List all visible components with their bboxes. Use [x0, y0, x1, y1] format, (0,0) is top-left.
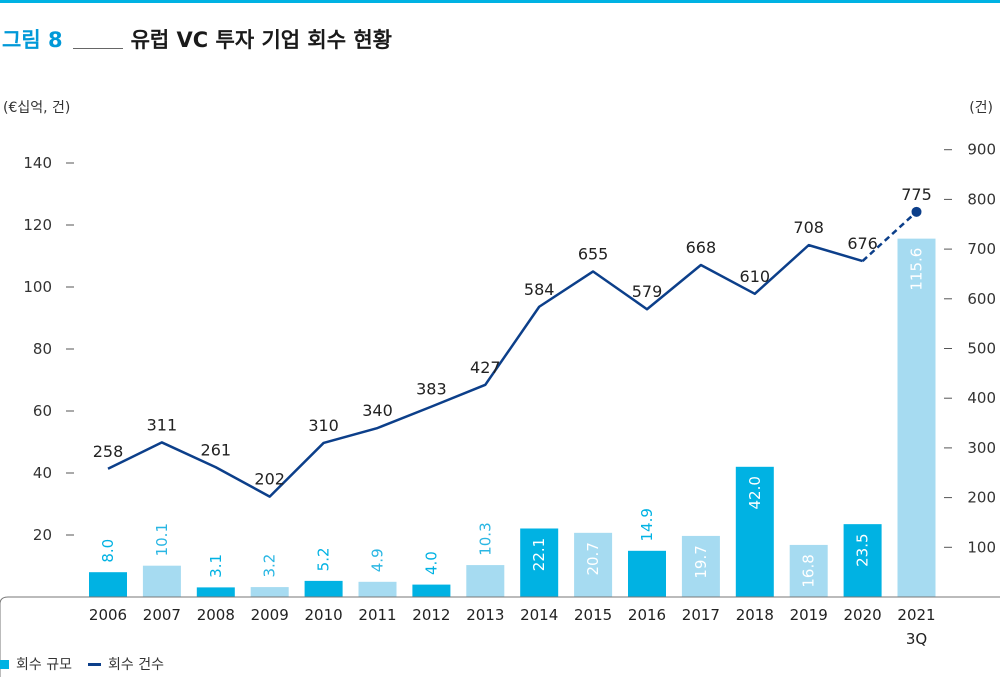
x-tick-label: 2007: [143, 606, 181, 624]
line-value-label: 310: [308, 416, 339, 435]
x-tick-label: 2020: [844, 606, 882, 624]
bar: [466, 565, 505, 597]
y-left-tick-label: 80: [33, 340, 52, 358]
bar: [574, 532, 613, 597]
bar-value-label: 10.3: [476, 522, 494, 555]
line-value-label: 258: [93, 442, 124, 461]
bar-value-label: 23.5: [854, 533, 872, 566]
legend-line-label: 회수 건수: [107, 657, 164, 673]
figure-number: 그림 8: [2, 28, 63, 52]
bar: [142, 565, 181, 597]
bar-value-label: 22.1: [530, 538, 548, 571]
x-tick-label: 2008: [197, 606, 235, 624]
y-right-tick-label: 600: [967, 290, 996, 308]
y-right-tick-label: 900: [967, 141, 996, 159]
line-value-label: 261: [201, 440, 232, 459]
x-tick-label: 2012: [412, 606, 450, 624]
bar: [304, 580, 343, 597]
y-right-axis-label: (건): [969, 100, 993, 116]
y-left-tick-label: 40: [33, 464, 52, 482]
bar-value-label: 19.7: [692, 545, 710, 578]
x-tick-label: 2021: [897, 606, 935, 624]
bar-value-label: 3.2: [261, 554, 279, 578]
y-left-tick-label: 120: [23, 216, 52, 234]
top-accent-line: [0, 0, 1000, 3]
bar-value-label: 4.0: [422, 551, 440, 575]
line-value-label: 708: [793, 218, 824, 237]
chart-legend: 회수 규모 회수 건수: [0, 654, 164, 674]
bar: [196, 587, 235, 597]
bar-value-label: 115.6: [908, 248, 926, 291]
y-right-tick-label: 500: [967, 340, 996, 358]
line-value-label: 676: [847, 234, 878, 253]
bar-value-label: 8.0: [99, 539, 117, 563]
line-value-label: 775: [901, 185, 932, 204]
bar: [358, 581, 397, 597]
line-value-label: 668: [686, 238, 717, 257]
x-tick-label: 2018: [736, 606, 774, 624]
legend-bar-swatch: [0, 659, 9, 669]
bar-value-label: 3.1: [207, 554, 225, 578]
bar: [412, 584, 451, 597]
bar: [735, 466, 774, 597]
line-series: [107, 243, 863, 498]
bar-value-label: 4.9: [369, 548, 387, 572]
line-value-label: 610: [740, 267, 771, 286]
x-tick-label: 2011: [358, 606, 396, 624]
line-value-label: 383: [416, 380, 447, 399]
line-value-label: 427: [470, 358, 501, 377]
bar-value-label: 14.9: [638, 508, 656, 541]
line-series-dashed-segment: [861, 210, 918, 262]
x-tick-label: 2016: [628, 606, 666, 624]
line-value-label: 340: [362, 401, 393, 420]
bar-value-label: 42.0: [746, 476, 764, 509]
figure-header: 그림 8 유럽 VC 투자 기업 회수 현황: [2, 24, 392, 54]
chart-frame: [0, 596, 1000, 677]
x-tick-label: 2006: [89, 606, 127, 624]
y-left-tick-label: 140: [23, 154, 52, 172]
bar: [250, 587, 289, 597]
figure-title: 유럽 VC 투자 기업 회수 현황: [130, 28, 392, 52]
x-tick-label: 2009: [251, 606, 289, 624]
line-point-marker: [911, 206, 922, 217]
bar: [897, 238, 936, 597]
bar: [628, 550, 666, 597]
bar: [520, 528, 559, 597]
line-value-label: 584: [524, 280, 555, 299]
line-value-label: 311: [147, 415, 178, 434]
x-tick-label: 2017: [682, 606, 720, 624]
y-right-tick-label: 700: [967, 240, 996, 258]
y-right-tick-label: 800: [967, 190, 996, 208]
figure-title-rule: [72, 48, 123, 49]
x-tick-label: 2010: [305, 606, 343, 624]
x-tick-label: 2019: [790, 606, 828, 624]
y-right-tick-label: 400: [967, 389, 996, 407]
y-left-tick-label: 60: [33, 402, 52, 420]
y-left-axis-label: (€십억, 건): [3, 100, 70, 116]
bar: [789, 544, 828, 597]
line-value-label: 202: [254, 470, 285, 489]
y-left-tick-label: 100: [23, 278, 52, 296]
x-tick-label: 2014: [520, 606, 558, 624]
bar: [681, 535, 720, 597]
x-tick-sublabel: 3Q: [906, 630, 927, 648]
y-right-tick-label: 300: [967, 439, 996, 457]
legend-line-swatch: [87, 662, 101, 666]
y-right-tick-label: 100: [967, 538, 996, 556]
bar-value-label: 5.2: [315, 547, 333, 571]
legend-bar-label: 회수 규모: [16, 657, 72, 673]
bar-value-label: 20.7: [584, 542, 602, 575]
x-tick-label: 2015: [574, 606, 612, 624]
bar: [89, 572, 127, 597]
x-tick-label: 2013: [466, 606, 504, 624]
y-right-tick-label: 200: [967, 489, 996, 507]
bar-value-label: 10.1: [153, 523, 171, 556]
line-value-label: 655: [578, 244, 609, 263]
line-value-label: 579: [632, 282, 663, 301]
bar: [843, 524, 882, 597]
bar-value-label: 16.8: [800, 554, 818, 587]
y-left-tick-label: 20: [33, 526, 52, 544]
